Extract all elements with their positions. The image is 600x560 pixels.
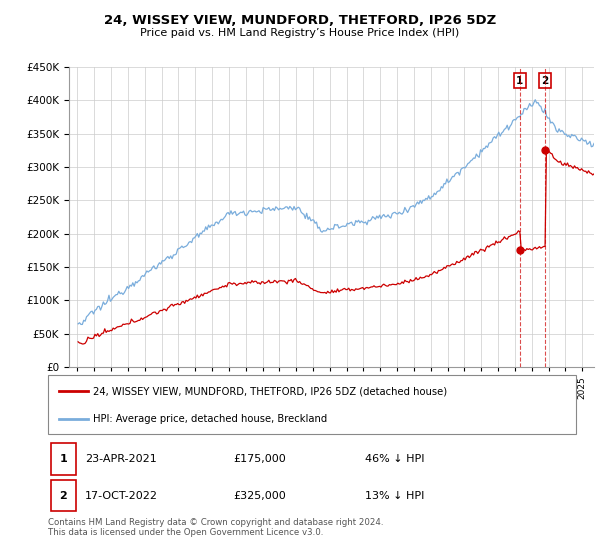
Text: 13% ↓ HPI: 13% ↓ HPI xyxy=(365,491,424,501)
Text: Price paid vs. HM Land Registry’s House Price Index (HPI): Price paid vs. HM Land Registry’s House … xyxy=(140,28,460,38)
Text: Contains HM Land Registry data © Crown copyright and database right 2024.
This d: Contains HM Land Registry data © Crown c… xyxy=(48,518,383,538)
Text: 17-OCT-2022: 17-OCT-2022 xyxy=(85,491,158,501)
Text: 46% ↓ HPI: 46% ↓ HPI xyxy=(365,454,424,464)
Text: HPI: Average price, detached house, Breckland: HPI: Average price, detached house, Brec… xyxy=(93,414,327,424)
Text: 2: 2 xyxy=(541,76,548,86)
Text: 2: 2 xyxy=(59,491,67,501)
Text: 1: 1 xyxy=(59,454,67,464)
Text: £325,000: £325,000 xyxy=(233,491,286,501)
Text: £175,000: £175,000 xyxy=(233,454,286,464)
Text: 24, WISSEY VIEW, MUNDFORD, THETFORD, IP26 5DZ (detached house): 24, WISSEY VIEW, MUNDFORD, THETFORD, IP2… xyxy=(93,386,447,396)
Text: 1: 1 xyxy=(516,76,523,86)
Text: 24, WISSEY VIEW, MUNDFORD, THETFORD, IP26 5DZ: 24, WISSEY VIEW, MUNDFORD, THETFORD, IP2… xyxy=(104,14,496,27)
Bar xyxy=(50,480,76,511)
Bar xyxy=(50,444,76,475)
Text: 23-APR-2021: 23-APR-2021 xyxy=(85,454,157,464)
